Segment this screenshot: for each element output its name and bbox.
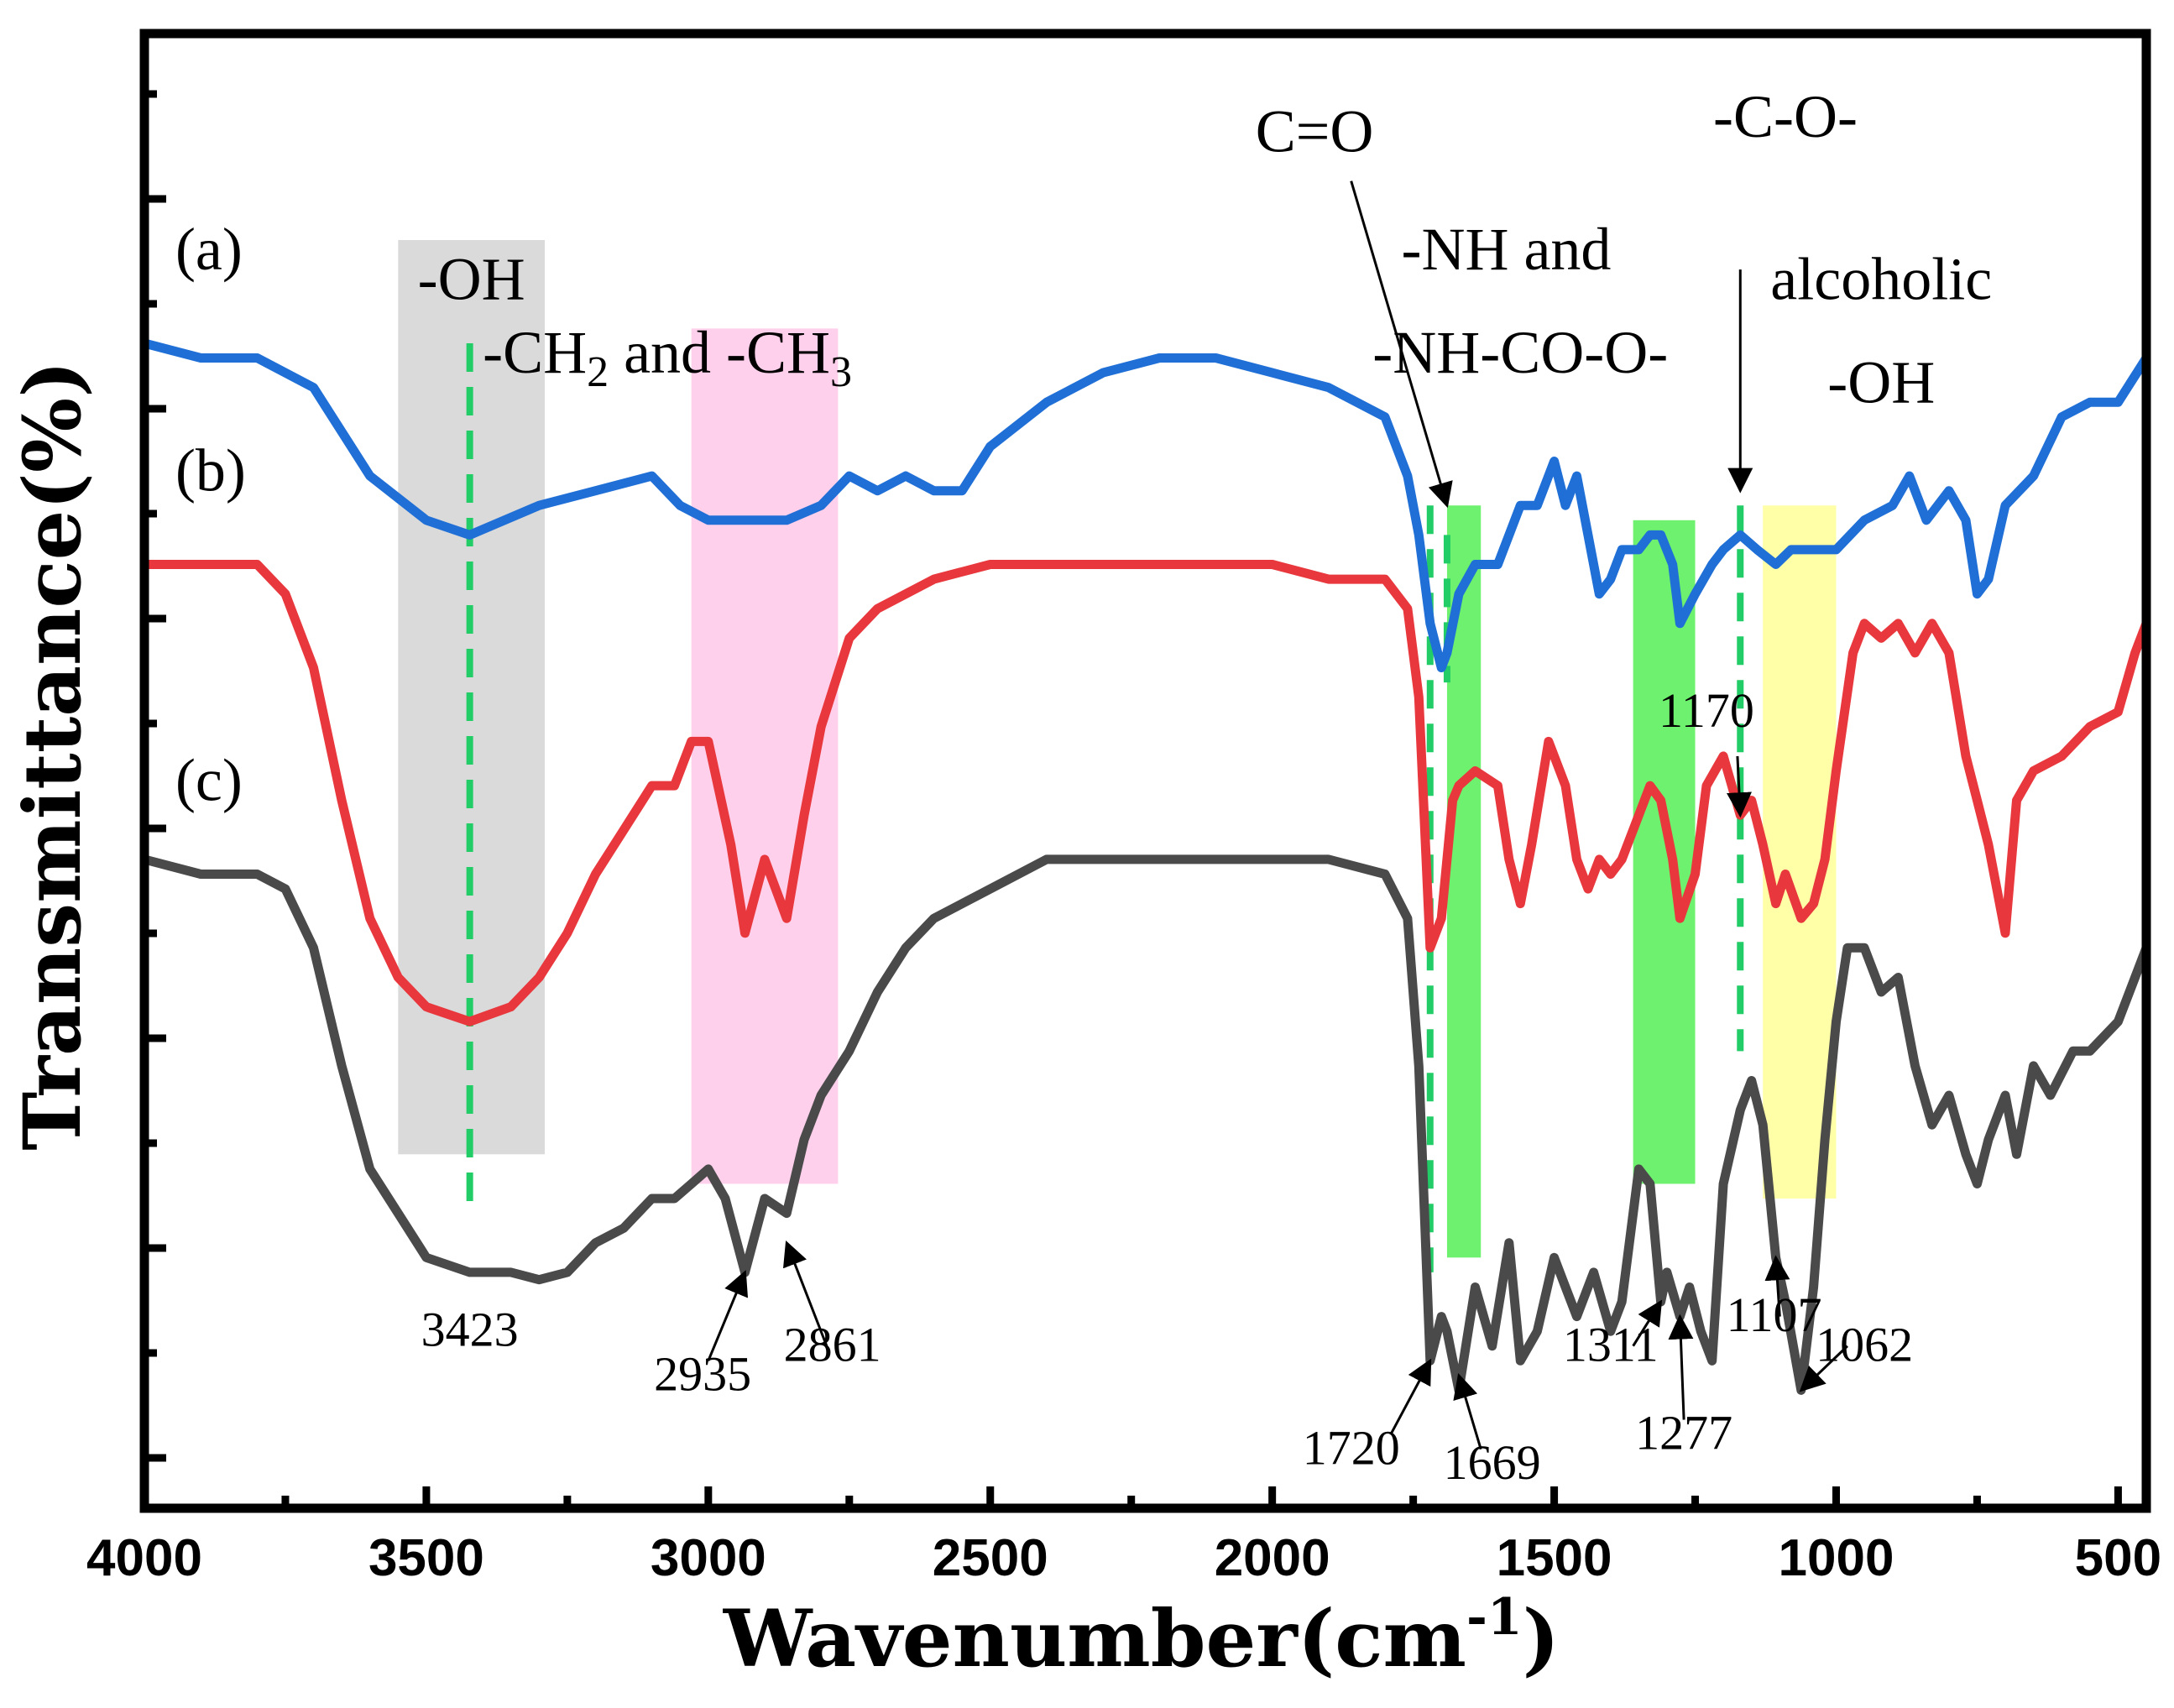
annotation-arrow-5 xyxy=(1453,1372,1482,1450)
peak-label-1170: 1170 xyxy=(1659,683,1754,738)
series-line-a xyxy=(139,338,2151,672)
series-label-a: (a) xyxy=(175,216,243,283)
series-label-b: (b) xyxy=(175,437,246,504)
x-tick-label-6: 1000 xyxy=(1779,1529,1894,1587)
x-tick-label-5: 1500 xyxy=(1497,1529,1612,1587)
group-annotation-2: -NH and xyxy=(1402,216,1612,283)
annotation-arrow-9 xyxy=(1764,1255,1790,1317)
series-line-c xyxy=(139,854,2151,1395)
peak-label-1062: 1062 xyxy=(1816,1317,1913,1371)
annotation-arrow-6 xyxy=(1632,1299,1663,1347)
annotation-arrow-3 xyxy=(782,1240,828,1347)
ch-group-annotation: -CH2 and -CH3 xyxy=(483,319,852,396)
annotation-arrow-2 xyxy=(707,1270,749,1361)
series-layer xyxy=(139,338,2151,1395)
peak-label-3423: 3423 xyxy=(421,1303,519,1357)
x-axis-title: Wavenumber(cm-1) xyxy=(723,1588,1560,1685)
annotation-arrow-0 xyxy=(1350,180,1453,509)
series-line-b xyxy=(139,560,2151,1026)
band-3 xyxy=(1633,520,1696,1184)
annotation-arrow-10 xyxy=(1799,1345,1848,1392)
group-annotation-3: -NH-CO-O- xyxy=(1372,319,1668,386)
ch-sub-3: 3 xyxy=(830,348,852,396)
annotation-arrow-4 xyxy=(1389,1358,1432,1435)
plot-frame xyxy=(139,29,2151,1513)
annotation-arrow-7 xyxy=(1668,1314,1694,1420)
ch-main: -CH xyxy=(483,319,587,386)
x-tick-label-2: 3000 xyxy=(651,1529,766,1587)
peak-label-1311: 1311 xyxy=(1563,1317,1659,1371)
peak-label-2935: 2935 xyxy=(654,1346,751,1401)
y-axis-title: Transmittance(%) xyxy=(7,360,99,1150)
group-annotation-1: C=O xyxy=(1256,98,1374,165)
y-axis-ticks xyxy=(144,90,166,1462)
annotation-arrow-8 xyxy=(1727,755,1752,818)
ch-mid: and -CH xyxy=(609,319,830,386)
x-tick-label-1: 3500 xyxy=(368,1529,484,1587)
peak-label-1720: 1720 xyxy=(1303,1420,1400,1475)
group-annotation-0: -OH xyxy=(418,245,525,312)
peak-label-2861: 2861 xyxy=(784,1317,881,1371)
peak-label-1107: 1107 xyxy=(1727,1288,1822,1342)
dashed-marker-layer xyxy=(466,342,1744,1272)
group-annotation-6: -OH xyxy=(1827,348,1935,415)
label-layer: (a) (b) (c) -OH C=O -NH and -NH-CO-O- -C-O-alco… xyxy=(175,83,1992,1490)
x-tick-label-3: 2500 xyxy=(933,1529,1048,1587)
group-annotation-4: -C-O- xyxy=(1713,83,1858,150)
series-label-c: (c) xyxy=(175,747,243,814)
ch-sub-2: 2 xyxy=(587,348,609,396)
peak-label-1277: 1277 xyxy=(1635,1406,1732,1460)
arrow-layer xyxy=(707,180,1848,1450)
x-tick-label-7: 500 xyxy=(2075,1529,2161,1587)
peak-label-1669: 1669 xyxy=(1444,1435,1541,1490)
x-axis-ticks: 4000 3500 3000 2500 2000 1500 1000 500 xyxy=(86,1486,2161,1587)
band-layer xyxy=(398,239,1837,1258)
x-tick-label-0: 4000 xyxy=(86,1529,202,1587)
group-annotation-5: alcoholic xyxy=(1770,245,1992,312)
x-tick-label-4: 2000 xyxy=(1215,1529,1330,1587)
